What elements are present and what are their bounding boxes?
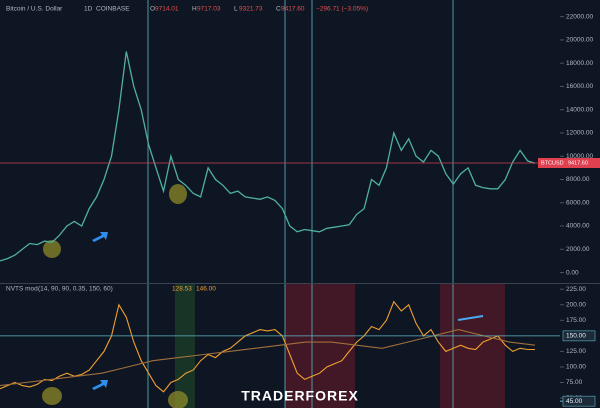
exchange: COINBASE [96, 6, 130, 13]
level-badge [562, 395, 596, 407]
ohlc-label: L [234, 6, 238, 13]
y-tick-label: 14000.00 [566, 106, 593, 113]
ohlc-value: 9417.60 [281, 6, 305, 13]
watermark: TRADERFOREX [241, 388, 359, 404]
price-tag-symbol: BTCUSD [541, 160, 564, 166]
y-tick-label: 125.00 [566, 348, 586, 355]
y-tick-label: 4000.00 [566, 223, 590, 230]
arrow-annotations [92, 232, 108, 390]
signal-zone [175, 284, 195, 408]
signal-zone [440, 284, 505, 408]
indicator-title: NVTS mod. [6, 286, 40, 293]
level-badge [562, 330, 596, 342]
y-tick-label: 20000.00 [566, 37, 593, 44]
y-tick-label: 8000.00 [566, 176, 590, 183]
series-line [0, 300, 535, 393]
ohlc-value: 9717.03 [197, 6, 221, 13]
y-tick-label: 10000.00 [566, 153, 593, 160]
y-tick-label: 100.00 [566, 364, 586, 371]
ohlc-label: O [150, 6, 155, 13]
level-label: 45.00 [566, 398, 583, 405]
y-tick-label: 16000.00 [566, 83, 593, 90]
y-tick-label: 22000.00 [566, 13, 593, 20]
series-line [0, 51, 536, 262]
price-tag [538, 157, 600, 168]
ohlc-value: 9321.73 [239, 6, 263, 13]
symbol-title: Bitcoin / U.S. Dollar [6, 6, 63, 13]
ohlc-label: C [276, 6, 281, 13]
y-tick-label: 18000.00 [566, 60, 593, 67]
circle-annotations [42, 184, 188, 408]
level-label: 150.00 [566, 333, 586, 340]
indicator-params: (14, 90, 90, 0.35, 150, 60) [38, 286, 113, 293]
y-tick-label: 2000.00 [566, 246, 590, 253]
y-tick-label: 12000.00 [566, 130, 593, 137]
y-tick-label: 175.00 [566, 317, 586, 324]
indicator-readout: 146.00 [196, 286, 216, 293]
vertical-markers [147, 0, 454, 408]
y-tick-label: 225.00 [566, 286, 586, 293]
ohlc-label: H [192, 6, 197, 13]
series-line [0, 329, 536, 387]
price-tag-value: 9417.60 [568, 160, 588, 166]
y-tick-label: 75.00 [566, 379, 583, 386]
ohlc-value: 9714.01 [155, 6, 179, 13]
interval: 1D [84, 6, 93, 13]
y-tick-label: 200.00 [566, 301, 586, 308]
y-tick-label: 6000.00 [566, 199, 590, 206]
signal-zone [285, 284, 355, 408]
indicator-readout: 128.53 [172, 286, 192, 293]
trend-annotation [457, 315, 484, 321]
change: −296.71 (−3.05%) [316, 6, 368, 13]
y-tick-label: 0.00 [566, 269, 579, 276]
